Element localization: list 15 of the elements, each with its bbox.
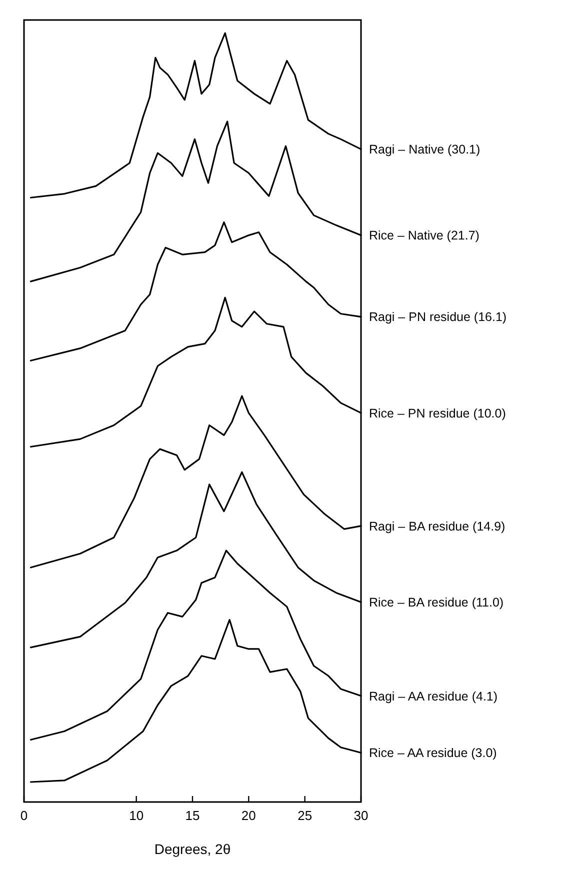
series-label: Ragi – AA residue (4.1) [369, 689, 498, 704]
series-label: Rice – Native (21.7) [369, 228, 480, 243]
x-tick-label: 0 [20, 808, 28, 823]
x-tick-label: 30 [354, 808, 368, 823]
series-label: Ragi – PN residue (16.1) [369, 310, 507, 324]
series-label: Rice – AA residue (3.0) [369, 746, 497, 760]
x-tick-label: 20 [241, 808, 256, 823]
series-label: Rice – PN residue (10.0) [369, 406, 506, 420]
series-label: Ragi – BA residue (14.9) [369, 519, 506, 534]
series-label: Rice – BA residue (11.0) [369, 595, 504, 610]
x-tick-label: 25 [298, 808, 312, 823]
x-tick-label: 10 [129, 808, 144, 823]
series-label: Ragi – Native (30.1) [369, 142, 480, 157]
x-tick-label: 15 [185, 808, 200, 823]
x-axis-title: Degrees, 2θ [154, 841, 231, 857]
